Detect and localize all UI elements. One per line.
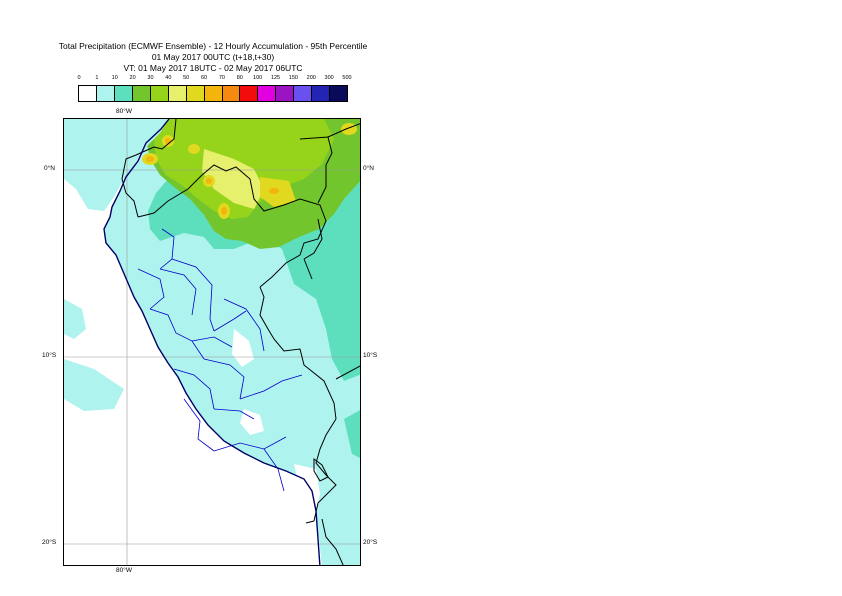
color-legend: 0 1 10 20 30 40 50 60 70 80 100 125 150 200 300 500 [77,75,352,102]
latitude-label-right-20s: 20°S [363,539,378,546]
legend-tick-3: 20 [129,75,136,81]
latitude-label-left-10s: 10°S [42,352,57,359]
legend-swatch-14 [330,86,348,101]
legend-swatch-2 [114,86,133,101]
latitude-label-left-0: 0°N [44,165,55,172]
legend-swatch-8 [222,86,241,101]
legend-swatch-3 [132,86,151,101]
precip-cell-4-core [206,178,212,184]
legend-tick-14: 300 [324,75,334,81]
ocean-precip-band [64,359,124,411]
ocean-precip-west [64,299,86,339]
legend-tick-labels: 0 1 10 20 30 40 50 60 70 80 100 125 150 200 300 500 [77,75,352,84]
legend-tick-7: 60 [201,75,208,81]
legend-swatch-11 [276,86,295,101]
coastline [103,119,321,565]
legend-tick-2: 10 [111,75,118,81]
legend-tick-4: 30 [147,75,154,81]
legend-tick-10: 100 [253,75,263,81]
legend-tick-6: 50 [183,75,190,81]
legend-swatch-13 [312,86,331,101]
legend-tick-13: 200 [306,75,316,81]
precip-cell-6-core [269,188,279,194]
longitude-label-top: 80°W [116,108,132,115]
title-line-1: Total Precipitation (ECMWF Ensemble) - 1… [58,41,368,51]
legend-swatch-5 [168,86,187,101]
latitude-label-left-20s: 20°S [42,539,57,546]
legend-swatch-10 [258,86,277,101]
precip-dry-patch-2 [240,409,264,435]
longitude-label-bottom: 80°W [116,567,132,574]
legend-swatch-4 [150,86,169,101]
precipitation-map[interactable] [63,118,361,566]
map-title-block: Total Precipitation (ECMWF Ensemble) - 1… [30,41,396,74]
legend-color-bar [78,85,348,102]
country-borders [121,119,360,565]
precip-dry-patch-3 [194,459,232,485]
precip-cell-3 [188,144,200,154]
legend-swatch-12 [294,86,313,101]
legend-swatch-6 [186,86,205,101]
legend-swatch-9 [240,86,259,101]
precip-medium-south [344,409,360,459]
legend-swatch-7 [204,86,223,101]
legend-swatch-1 [96,86,115,101]
legend-tick-0: 0 [77,75,81,81]
latitude-label-right-0: 0°N [363,165,374,172]
legend-tick-1: 1 [95,75,99,81]
title-line-3: VT: 01 May 2017 18UTC - 02 May 2017 06UT… [123,63,303,73]
legend-swatch-0 [79,86,97,101]
latitude-label-right-10s: 10°S [363,352,378,359]
precip-cell-1-core [146,156,154,162]
legend-tick-15: 500 [342,75,352,81]
legend-tick-9: 80 [236,75,243,81]
precip-cell-2-core [165,138,171,144]
title-line-2: 01 May 2017 00UTC (t+18,t+30) [151,52,275,62]
precip-pale-yellow-area [202,149,264,209]
map-canvas[interactable] [64,119,361,566]
legend-tick-5: 40 [165,75,172,81]
ocean-precip-layer [64,119,169,411]
precip-dry-patch-1 [232,329,254,367]
region-boundaries [137,228,303,492]
precip-cell-5-core [221,207,227,215]
legend-tick-12: 150 [288,75,298,81]
precip-cell-7 [341,123,357,135]
legend-tick-11: 125 [270,75,281,81]
legend-tick-8: 70 [218,75,225,81]
ocean-precip-north [64,119,169,211]
